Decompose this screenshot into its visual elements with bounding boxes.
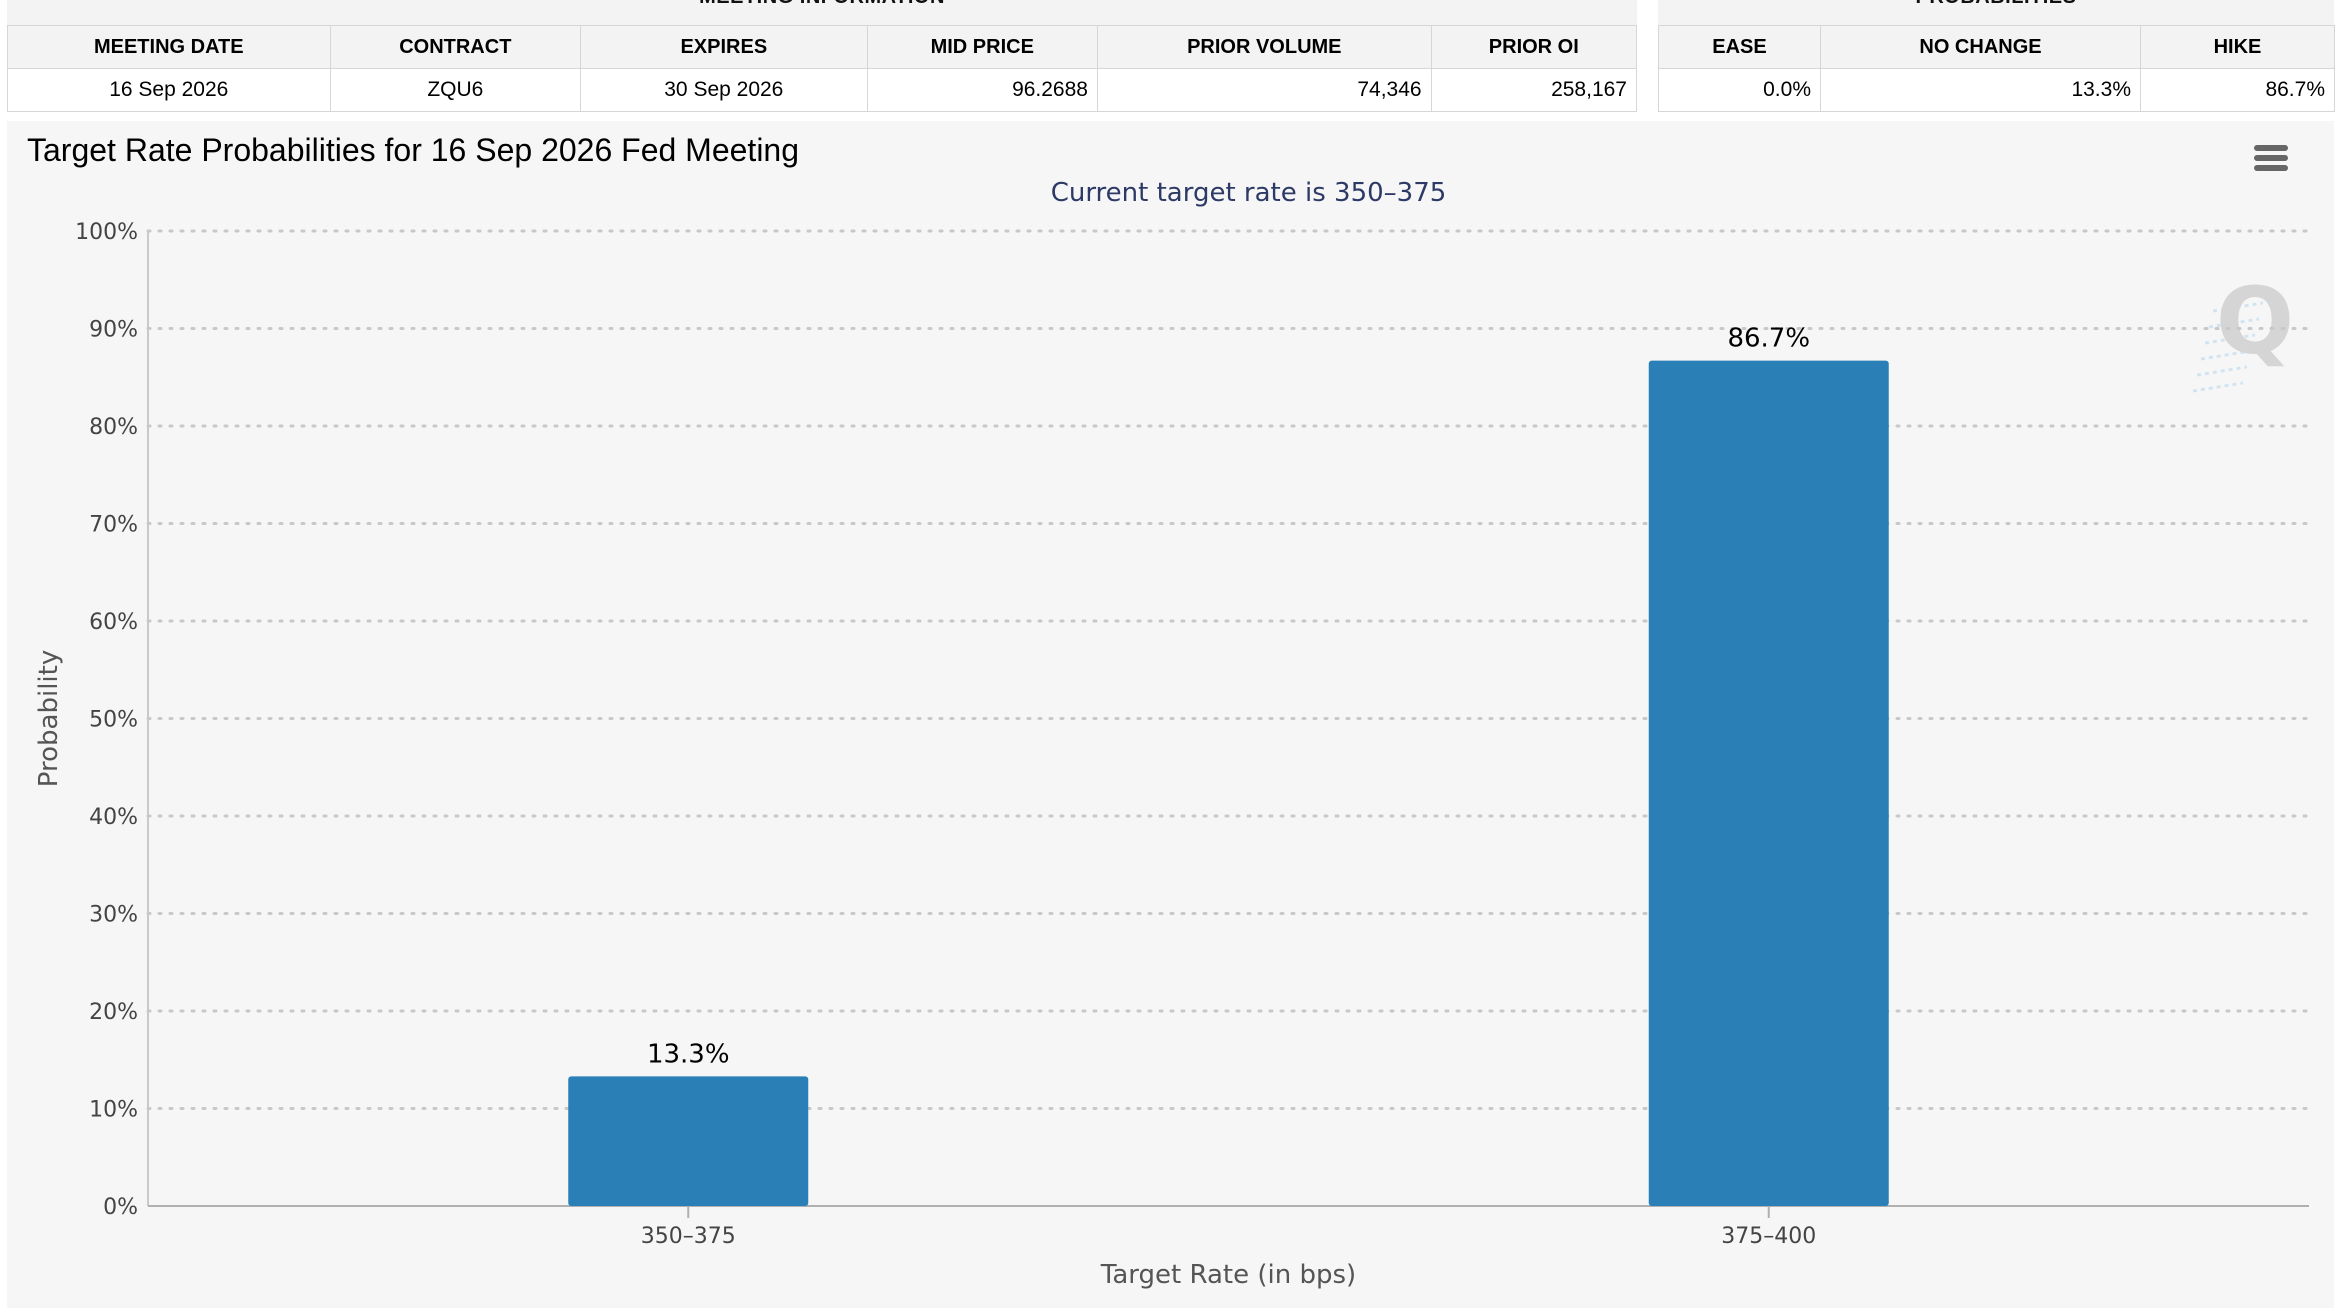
- y-axis-title: Probability: [34, 650, 64, 787]
- table-row: 0.0% 13.3% 86.7%: [1658, 68, 2335, 112]
- probabilities-table: EASE NO CHANGE HIKE 0.0% 13.3% 86.7%: [1658, 25, 2335, 112]
- column-header-ease: EASE: [1658, 25, 1821, 69]
- table-header-row: EASE NO CHANGE HIKE: [1658, 25, 2335, 69]
- chart-subtitle: Current target rate is 350–375: [1051, 178, 1447, 208]
- cell-expires: 30 Sep 2026: [580, 68, 868, 112]
- cell-meeting-date: 16 Sep 2026: [7, 68, 331, 112]
- column-header-no-change: NO CHANGE: [1820, 25, 2141, 69]
- table-header-row: MEETING DATE CONTRACT EXPIRES MID PRICE …: [7, 25, 1638, 69]
- probabilities-panel: PROBABILITIES EASE NO CHANGE HIKE 0.0% 1…: [1658, 0, 2335, 112]
- column-header-hike: HIKE: [2140, 25, 2335, 69]
- y-tick-label: 70%: [89, 513, 138, 538]
- cell-no-change: 13.3%: [1820, 68, 2141, 112]
- meeting-information-panel: MEETING INFORMATION MEETING DATE CONTRAC…: [7, 0, 1638, 112]
- y-tick-label: 90%: [89, 318, 138, 343]
- cell-prior-volume: 74,346: [1096, 68, 1432, 112]
- q-logo-icon: Q: [2192, 268, 2294, 393]
- column-header-contract: CONTRACT: [329, 25, 582, 69]
- column-header-meeting-date: MEETING DATE: [7, 25, 331, 69]
- y-tick-label: 40%: [89, 805, 138, 830]
- bar-375–400: [1648, 360, 1889, 1206]
- svg-text:Q: Q: [2216, 268, 2294, 375]
- chart-title: Target Rate Probabilities for 16 Sep 202…: [27, 132, 800, 168]
- y-tick-label: 50%: [89, 708, 138, 733]
- cell-ease: 0.0%: [1658, 68, 1821, 112]
- target-rate-chart: Current target rate is 350–375 Q 0% 10% 20% 3…: [34, 178, 2311, 1290]
- cell-contract: ZQU6: [329, 68, 582, 112]
- meeting-information-table: MEETING DATE CONTRACT EXPIRES MID PRICE …: [7, 25, 1638, 112]
- data-label: 86.7%: [1727, 324, 1810, 354]
- probabilities-title: PROBABILITIES: [1658, 0, 2334, 9]
- cell-hike: 86.7%: [2140, 68, 2335, 112]
- bar-350–375: [568, 1076, 809, 1206]
- y-tick-label: 20%: [89, 1000, 138, 1025]
- cell-prior-oi: 258,167: [1430, 68, 1638, 112]
- y-tick-label: 10%: [89, 1098, 138, 1123]
- hamburger-menu-icon[interactable]: [2254, 145, 2288, 171]
- data-label: 13.3%: [647, 1039, 730, 1069]
- x-tick-label: 375–400: [1721, 1224, 1816, 1249]
- meeting-information-title: MEETING INFORMATION: [7, 0, 1637, 9]
- x-tick-label: 350–375: [641, 1224, 736, 1249]
- y-tick-label: 80%: [89, 415, 138, 440]
- table-row: 16 Sep 2026 ZQU6 30 Sep 2026 96.2688 74,…: [7, 68, 1638, 112]
- column-header-expires: EXPIRES: [580, 25, 868, 69]
- y-tick-label: 100%: [75, 220, 138, 245]
- y-tick-label: 0%: [103, 1195, 138, 1220]
- chart-container: Current target rate is 350–375 Q 0% 10% 20% 3…: [7, 121, 2334, 1308]
- x-axis-title: Target Rate (in bps): [1100, 1260, 1356, 1290]
- column-header-prior-volume: PRIOR VOLUME: [1096, 25, 1432, 69]
- column-header-prior-oi: PRIOR OI: [1430, 25, 1638, 69]
- column-header-mid-price: MID PRICE: [866, 25, 1098, 69]
- y-tick-label: 60%: [89, 610, 138, 635]
- y-tick-label: 30%: [89, 903, 138, 928]
- cell-mid-price: 96.2688: [866, 68, 1098, 112]
